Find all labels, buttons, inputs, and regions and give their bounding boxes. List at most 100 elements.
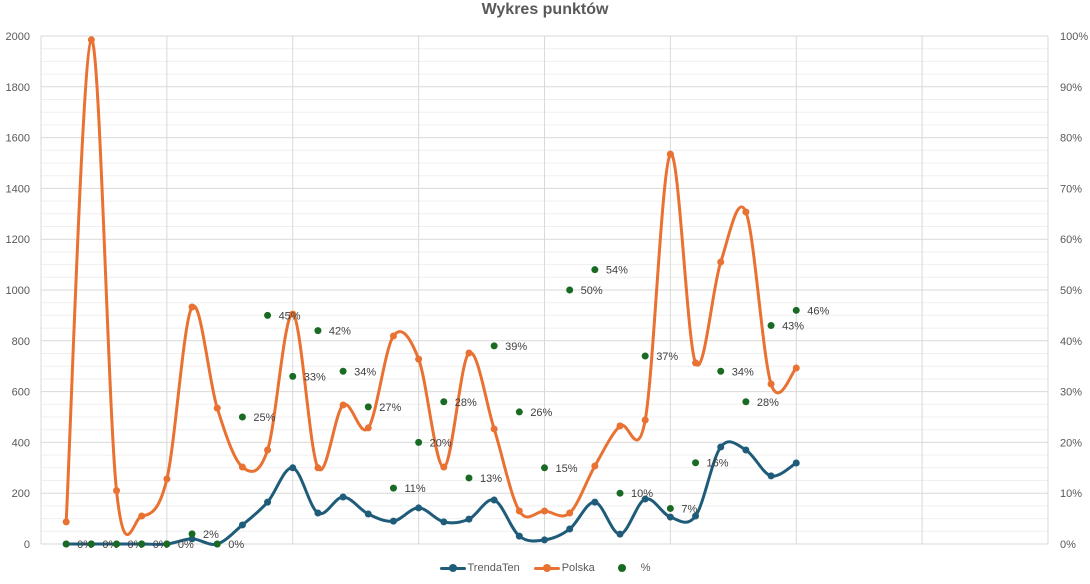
data-point[interactable] <box>163 540 171 548</box>
data-point[interactable] <box>566 286 574 294</box>
data-point[interactable] <box>314 464 322 472</box>
data-point[interactable] <box>692 359 700 367</box>
y2-axis-tick: 60% <box>1060 234 1082 246</box>
data-point[interactable] <box>591 462 599 470</box>
y-axis-tick: 800 <box>12 336 30 348</box>
data-point[interactable] <box>717 443 725 451</box>
data-point[interactable] <box>515 507 523 515</box>
data-point[interactable] <box>767 472 775 480</box>
data-point[interactable] <box>666 513 674 521</box>
data-point[interactable] <box>389 517 397 525</box>
data-point[interactable] <box>465 474 473 482</box>
data-point[interactable] <box>792 364 800 372</box>
data-point[interactable] <box>238 521 246 529</box>
data-point[interactable] <box>213 540 221 548</box>
data-point[interactable] <box>440 518 448 526</box>
data-label: 46% <box>807 305 829 317</box>
data-point[interactable] <box>289 310 297 318</box>
data-point[interactable] <box>591 266 599 274</box>
data-point[interactable] <box>515 408 523 416</box>
data-point[interactable] <box>692 459 700 467</box>
data-point[interactable] <box>792 459 800 467</box>
data-point[interactable] <box>742 446 750 454</box>
data-point[interactable] <box>641 416 649 424</box>
data-point[interactable] <box>415 355 423 363</box>
legend-item-percent[interactable]: % <box>609 562 651 574</box>
data-point[interactable] <box>490 342 498 350</box>
data-point[interactable] <box>113 540 121 548</box>
data-point[interactable] <box>591 498 599 506</box>
data-point[interactable] <box>113 487 121 495</box>
data-point[interactable] <box>87 36 95 44</box>
data-point[interactable] <box>465 515 473 523</box>
data-point[interactable] <box>188 530 196 538</box>
data-point[interactable] <box>389 484 397 492</box>
data-point[interactable] <box>415 438 423 446</box>
data-point[interactable] <box>566 509 574 517</box>
legend-item-polska[interactable]: Polska <box>533 562 595 574</box>
data-point[interactable] <box>314 327 322 335</box>
data-point[interactable] <box>138 512 146 520</box>
data-point[interactable] <box>289 372 297 380</box>
data-point[interactable] <box>767 380 775 388</box>
data-point[interactable] <box>163 475 171 483</box>
data-point[interactable] <box>440 398 448 406</box>
data-point[interactable] <box>389 332 397 340</box>
data-label: 34% <box>354 366 376 378</box>
legend-item-trendaten[interactable]: TrendaTen <box>439 562 520 574</box>
y2-axis-tick: 50% <box>1060 285 1082 297</box>
data-point[interactable] <box>314 509 322 517</box>
data-point[interactable] <box>364 403 372 411</box>
data-point[interactable] <box>490 496 498 504</box>
data-point[interactable] <box>666 150 674 158</box>
data-point[interactable] <box>62 518 70 526</box>
data-point[interactable] <box>742 398 750 406</box>
data-point[interactable] <box>339 493 347 501</box>
data-point[interactable] <box>339 401 347 409</box>
data-label: 0% <box>178 539 194 551</box>
data-point[interactable] <box>541 507 548 515</box>
data-point[interactable] <box>264 498 272 506</box>
data-point[interactable] <box>339 367 347 375</box>
data-point[interactable] <box>415 504 423 512</box>
data-label: 43% <box>782 321 804 333</box>
data-point[interactable] <box>616 530 624 538</box>
data-point[interactable] <box>264 446 272 454</box>
data-label: 42% <box>329 326 351 338</box>
data-point[interactable] <box>213 404 221 412</box>
data-point[interactable] <box>792 306 800 314</box>
data-point[interactable] <box>188 303 196 311</box>
data-point[interactable] <box>62 540 70 548</box>
data-point[interactable] <box>364 424 372 432</box>
data-point[interactable] <box>742 208 750 216</box>
legend: TrendaTen Polska % <box>0 562 1090 574</box>
data-point[interactable] <box>490 425 498 433</box>
data-point[interactable] <box>767 322 775 330</box>
data-point[interactable] <box>641 495 649 503</box>
data-point[interactable] <box>238 463 246 471</box>
data-label: 34% <box>732 366 754 378</box>
data-point[interactable] <box>440 463 448 471</box>
data-point[interactable] <box>717 258 725 266</box>
data-point[interactable] <box>465 349 473 357</box>
data-point[interactable] <box>566 525 574 533</box>
data-point[interactable] <box>138 540 146 548</box>
data-point[interactable] <box>666 504 674 512</box>
data-point[interactable] <box>616 489 624 497</box>
data-point[interactable] <box>541 536 548 544</box>
data-point[interactable] <box>264 311 272 319</box>
data-point[interactable] <box>238 413 246 421</box>
data-point[interactable] <box>692 512 700 520</box>
data-label: 28% <box>757 397 779 409</box>
data-point[interactable] <box>616 422 624 430</box>
data-point[interactable] <box>289 464 297 472</box>
y2-axis-tick: 10% <box>1060 488 1082 500</box>
data-point[interactable] <box>717 367 725 375</box>
data-point[interactable] <box>188 535 196 543</box>
data-point[interactable] <box>364 510 372 518</box>
data-label: 16% <box>707 458 729 470</box>
data-point[interactable] <box>87 540 95 548</box>
data-point[interactable] <box>641 352 649 360</box>
data-point[interactable] <box>515 532 523 540</box>
data-point[interactable] <box>541 464 548 472</box>
